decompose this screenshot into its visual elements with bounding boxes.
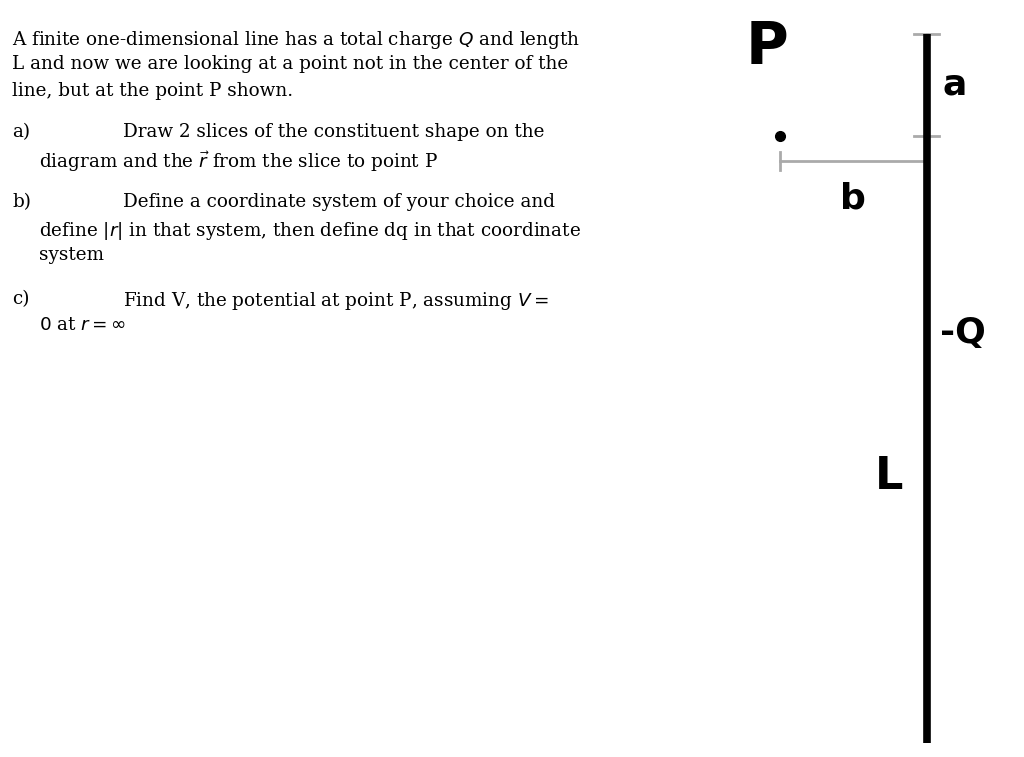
Text: a): a): [12, 123, 31, 141]
Text: Find V, the potential at point P, assuming $V =$: Find V, the potential at point P, assumi…: [123, 290, 549, 312]
Text: L: L: [874, 456, 903, 498]
Text: a: a: [942, 68, 967, 101]
Text: b): b): [12, 193, 32, 211]
Text: A finite one-dimensional line has a total charge $Q$ and length: A finite one-dimensional line has a tota…: [12, 29, 581, 51]
Text: $0$ at $r = \infty$: $0$ at $r = \infty$: [39, 316, 126, 335]
Text: b: b: [840, 182, 866, 216]
Text: define $|r|$ in that system, then define dq in that coordinate: define $|r|$ in that system, then define…: [39, 220, 581, 241]
Text: system: system: [39, 246, 103, 264]
Text: Draw 2 slices of the constituent shape on the: Draw 2 slices of the constituent shape o…: [123, 123, 545, 141]
Text: Define a coordinate system of your choice and: Define a coordinate system of your choic…: [123, 193, 555, 211]
Text: -Q: -Q: [940, 316, 986, 350]
Text: diagram and the $\vec{r}$ from the slice to point P: diagram and the $\vec{r}$ from the slice…: [39, 149, 438, 174]
Text: P: P: [745, 19, 788, 76]
Text: c): c): [12, 290, 30, 308]
Text: L and now we are looking at a point not in the center of the: L and now we are looking at a point not …: [12, 55, 568, 73]
Text: line, but at the point P shown.: line, but at the point P shown.: [12, 82, 294, 100]
